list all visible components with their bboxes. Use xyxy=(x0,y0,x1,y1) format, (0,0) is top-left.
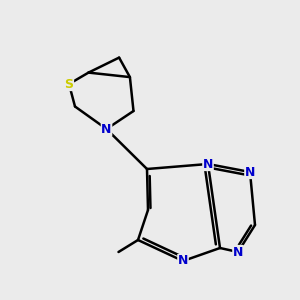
Text: N: N xyxy=(245,166,255,178)
Text: S: S xyxy=(64,77,74,91)
Text: N: N xyxy=(203,158,213,170)
Text: N: N xyxy=(178,254,188,268)
Text: N: N xyxy=(101,122,112,136)
Text: N: N xyxy=(233,245,243,259)
